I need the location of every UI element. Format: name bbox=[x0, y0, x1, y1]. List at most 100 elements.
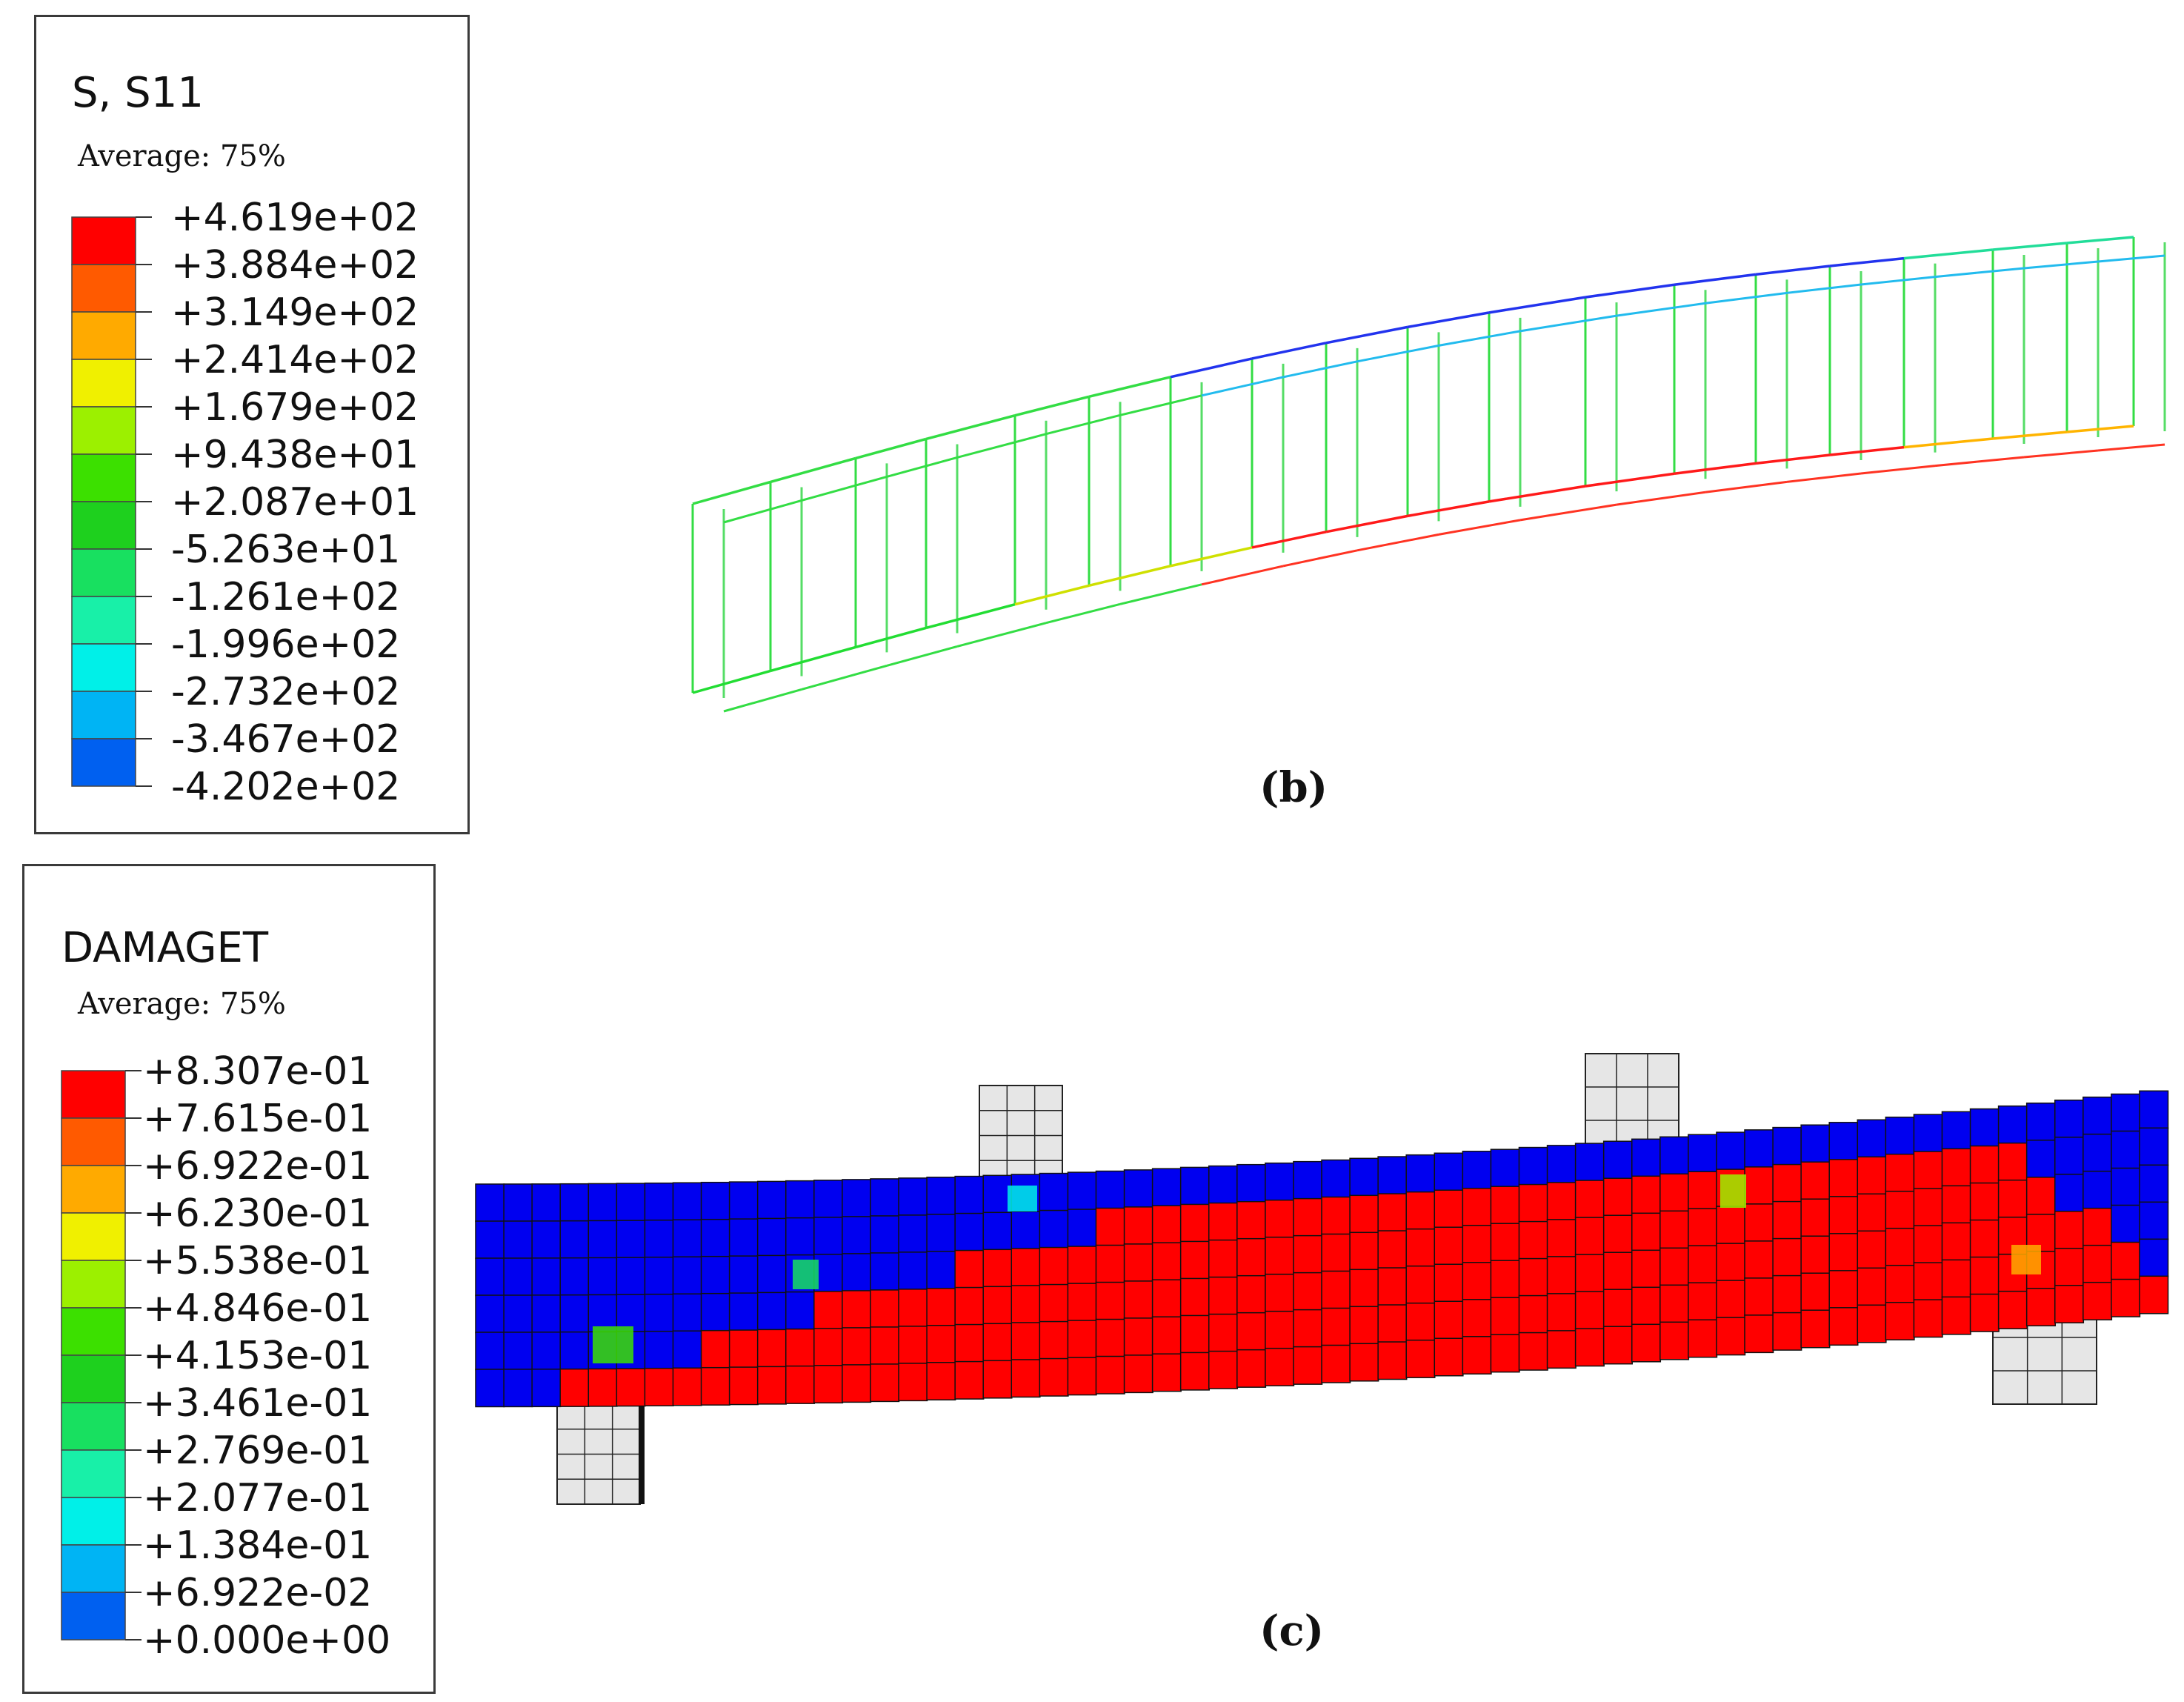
mesh-element bbox=[1293, 1271, 1323, 1311]
mesh-element bbox=[898, 1214, 928, 1254]
mesh-element bbox=[1405, 1154, 1436, 1193]
mesh-element bbox=[1039, 1357, 1069, 1397]
mesh-element bbox=[1518, 1332, 1548, 1371]
mesh-element bbox=[700, 1292, 730, 1332]
mesh-element bbox=[870, 1215, 900, 1254]
legend-level-label: -1.996e+02 bbox=[171, 622, 400, 667]
legend-subtitle: Average: 75% bbox=[78, 987, 286, 1021]
mesh-element bbox=[1405, 1302, 1436, 1341]
mesh-element bbox=[926, 1362, 956, 1401]
mesh-element bbox=[531, 1369, 562, 1408]
damage-transition-spot bbox=[793, 1260, 819, 1289]
mesh-element bbox=[926, 1214, 956, 1253]
mesh-element bbox=[842, 1290, 872, 1329]
mesh-element bbox=[1321, 1270, 1351, 1309]
mesh-element bbox=[954, 1360, 985, 1400]
mesh-element bbox=[2139, 1164, 2169, 1203]
mesh-element bbox=[870, 1326, 900, 1366]
mesh-element bbox=[1265, 1273, 1295, 1312]
mesh-element bbox=[2111, 1167, 2141, 1206]
frame-edge bbox=[1616, 491, 1706, 506]
mesh-element bbox=[2139, 1127, 2169, 1166]
mesh-element bbox=[1151, 1353, 1182, 1392]
mesh-element bbox=[644, 1219, 674, 1258]
mesh-element bbox=[1208, 1276, 1239, 1315]
frame-edge bbox=[1251, 531, 1327, 549]
mesh-element bbox=[1011, 1248, 1041, 1287]
damage-transition-spot bbox=[2011, 1245, 2041, 1274]
mesh-element bbox=[1997, 1290, 2028, 1329]
mesh-element bbox=[1857, 1193, 1887, 1232]
mesh-element bbox=[616, 1183, 646, 1222]
frame-edge bbox=[1488, 485, 1586, 503]
frame-edge bbox=[1755, 453, 1831, 465]
mesh-element bbox=[1716, 1317, 1746, 1356]
frame-edge bbox=[1992, 242, 2068, 251]
legend-swatch bbox=[71, 691, 136, 739]
legend-swatch bbox=[61, 1117, 126, 1166]
mesh-element bbox=[728, 1292, 759, 1332]
mesh-element bbox=[1490, 1334, 1520, 1373]
mesh-element bbox=[1941, 1148, 1971, 1187]
mesh-element bbox=[982, 1323, 1013, 1362]
legend-level-label: +3.149e+02 bbox=[171, 290, 419, 335]
mesh-element bbox=[1857, 1230, 1887, 1269]
mesh-element bbox=[954, 1212, 985, 1251]
mesh-element bbox=[616, 1220, 646, 1259]
mesh-element bbox=[1828, 1159, 1859, 1198]
mesh-element bbox=[756, 1292, 787, 1331]
mesh-element bbox=[1772, 1274, 1802, 1314]
frame-edge bbox=[1705, 291, 1788, 305]
mesh-element bbox=[1744, 1314, 1774, 1354]
mesh-element bbox=[1969, 1256, 2000, 1295]
mesh-element bbox=[559, 1331, 590, 1370]
mesh-element bbox=[1885, 1190, 1915, 1229]
mesh-element bbox=[813, 1365, 844, 1404]
mesh-element bbox=[898, 1363, 928, 1402]
mesh-element bbox=[1744, 1277, 1774, 1317]
mesh-element bbox=[842, 1179, 872, 1218]
mesh-element bbox=[1208, 1202, 1239, 1241]
mesh-element bbox=[1885, 1227, 1915, 1266]
mesh-element bbox=[1490, 1148, 1520, 1188]
frame-edge bbox=[1282, 549, 1358, 568]
mesh-element bbox=[1095, 1244, 1125, 1283]
mesh-element bbox=[1208, 1239, 1239, 1278]
mesh-element bbox=[1828, 1122, 1859, 1161]
mesh-element bbox=[1405, 1191, 1436, 1230]
mesh-element bbox=[1321, 1196, 1351, 1235]
mesh-element bbox=[1490, 1297, 1520, 1336]
mesh-element bbox=[926, 1325, 956, 1364]
mesh-element bbox=[700, 1329, 730, 1369]
mesh-element bbox=[700, 1255, 730, 1294]
mesh-element bbox=[1857, 1304, 1887, 1343]
mesh-element bbox=[1518, 1183, 1548, 1223]
mesh-element bbox=[700, 1181, 730, 1220]
mesh-element bbox=[1744, 1240, 1774, 1280]
frame-edge bbox=[692, 480, 771, 505]
frame-edge bbox=[1014, 584, 1090, 606]
mesh-element bbox=[2139, 1090, 2169, 1129]
frame-edge bbox=[1251, 342, 1327, 360]
mesh-element bbox=[1688, 1245, 1718, 1284]
frame-edge bbox=[1325, 325, 1408, 345]
mesh-element bbox=[1462, 1299, 1492, 1338]
mesh-element bbox=[1744, 1129, 1774, 1169]
mesh-element bbox=[1067, 1320, 1097, 1359]
mesh-element bbox=[1349, 1306, 1379, 1345]
caption-b: (b) bbox=[1259, 763, 1328, 812]
mesh-element bbox=[1857, 1156, 1887, 1195]
frame-edge bbox=[1407, 311, 1490, 329]
legend-level-label: +4.846e-01 bbox=[143, 1286, 372, 1331]
mesh-element bbox=[1405, 1265, 1436, 1304]
mesh-element bbox=[1236, 1312, 1267, 1351]
mesh-element bbox=[1659, 1136, 1690, 1175]
mesh-element bbox=[587, 1220, 618, 1259]
mesh-element bbox=[1349, 1343, 1379, 1382]
frame-edge bbox=[1045, 602, 1121, 625]
legend-level-label: +1.384e-01 bbox=[143, 1523, 372, 1568]
mesh-element bbox=[1941, 1259, 1971, 1298]
mesh-element bbox=[2083, 1133, 2113, 1172]
mesh-element bbox=[1631, 1212, 1662, 1251]
mesh-element bbox=[531, 1294, 562, 1334]
